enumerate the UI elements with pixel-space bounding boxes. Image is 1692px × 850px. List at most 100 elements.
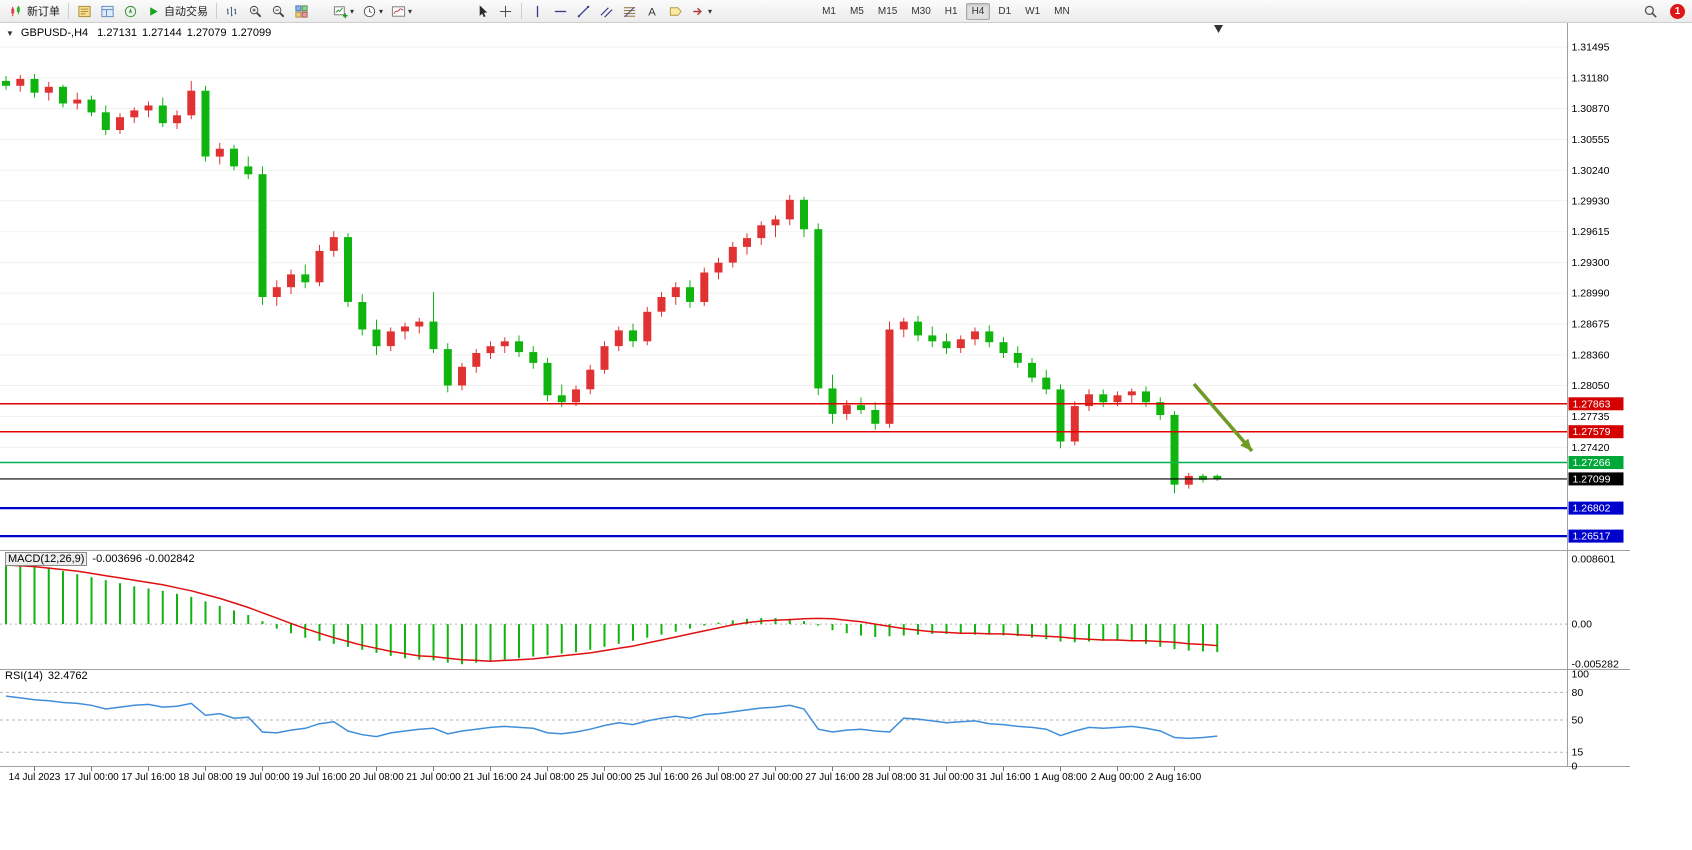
- macd-axis-label: 0.00: [1572, 619, 1593, 631]
- zoom-out-button[interactable]: [267, 1, 290, 21]
- chart-close-value: 1.27099: [231, 27, 272, 39]
- time-axis-label: 24 Jul 08:00: [520, 772, 575, 783]
- price-badge: [1568, 501, 1624, 515]
- candle-body: [472, 353, 481, 367]
- candle-body: [515, 341, 523, 353]
- periods-button[interactable]: ▾: [358, 1, 387, 21]
- crosshair-tool-button[interactable]: [494, 1, 517, 21]
- timeframe-button-m1[interactable]: M1: [822, 5, 836, 17]
- time-axis-label: 20 Jul 08:00: [349, 772, 404, 783]
- time-axis-label: 1 Aug 08:00: [1034, 772, 1088, 783]
- timeframe-button-d1[interactable]: D1: [998, 5, 1012, 17]
- candle-body: [600, 346, 609, 370]
- candle-body: [785, 199, 794, 220]
- candle-body: [899, 321, 908, 330]
- autotrade-button[interactable]: 自动交易: [142, 1, 212, 21]
- dropdown-caret-icon: ▾: [708, 6, 713, 16]
- price-axis-label: 1.27420: [1572, 442, 1610, 454]
- candle-body: [144, 105, 153, 111]
- rsi-name[interactable]: RSI(14): [5, 670, 43, 682]
- price-badge: [1568, 456, 1624, 469]
- candle-body: [44, 86, 53, 93]
- time-axis-label: 25 Jul 16:00: [634, 772, 689, 783]
- channel-icon: [600, 6, 613, 18]
- time-axis-label: 21 Jul 16:00: [463, 772, 518, 783]
- zoom-in-button[interactable]: [244, 1, 267, 21]
- macd-values: -0.003696 -0.002842: [92, 553, 195, 565]
- timeframe-button-h4[interactable]: H4: [965, 2, 991, 20]
- price-axis-label: 1.29300: [1572, 257, 1610, 269]
- candle-body: [344, 237, 352, 302]
- price-axis-label: 1.29930: [1572, 195, 1610, 207]
- candle-body: [30, 78, 39, 93]
- candle-body: [173, 115, 181, 124]
- collapse-chart-icon[interactable]: ▼: [6, 28, 14, 38]
- navigator-button[interactable]: [119, 1, 142, 21]
- price-axis-label: 1.28675: [1572, 319, 1610, 331]
- search-button[interactable]: [1639, 1, 1662, 21]
- candle-body: [700, 272, 709, 302]
- candle-body: [614, 330, 623, 347]
- candle-body: [1013, 353, 1022, 363]
- candle-body: [643, 311, 652, 342]
- rsi-line: [5, 695, 1218, 740]
- candle-body: [458, 366, 466, 386]
- rsi-indicator-label: RSI(14) 32.4762: [5, 670, 88, 682]
- time-axis-label: 14 Jul 2023: [9, 772, 61, 783]
- timeframe-button-mn[interactable]: MN: [1054, 5, 1070, 17]
- trendline-tool-button[interactable]: [572, 1, 595, 21]
- data-window-button[interactable]: [96, 1, 119, 21]
- toolbar: 新订单 自动交易 ▾ ▾ ▾: [0, 0, 1692, 23]
- bar-chart-button[interactable]: [221, 1, 244, 21]
- timeframe-button-m5[interactable]: M5: [849, 5, 864, 17]
- candle-body: [130, 110, 139, 118]
- candle-body: [529, 352, 538, 363]
- timeframe-button-w1[interactable]: W1: [1025, 5, 1041, 17]
- candle-body: [956, 339, 965, 349]
- candle-body: [329, 237, 338, 251]
- candle-body: [443, 349, 452, 386]
- candle-body: [557, 395, 566, 403]
- fibonacci-tool-button[interactable]: [618, 1, 641, 21]
- new-order-button[interactable]: 新订单: [5, 1, 64, 21]
- text-tool-button[interactable]: A: [641, 1, 664, 21]
- candle-body: [714, 262, 723, 273]
- rsi-axis-label: 100: [1572, 669, 1590, 681]
- notification-badge[interactable]: 1: [1670, 3, 1685, 19]
- chart-high-value: 1.27144: [141, 27, 182, 39]
- time-axis-label: 19 Jul 00:00: [235, 772, 290, 783]
- new-chart-icon: [333, 5, 348, 18]
- channel-tool-button[interactable]: [595, 1, 618, 21]
- candle-body: [743, 238, 751, 247]
- svg-text:A: A: [648, 6, 656, 18]
- trend-arrow-head: [1240, 438, 1252, 451]
- timeframe-button-h1[interactable]: H1: [944, 5, 958, 17]
- time-axis-label: 2 Aug 16:00: [1148, 772, 1202, 783]
- toolbar-separator: [68, 3, 69, 19]
- candle-body: [629, 330, 637, 342]
- tile-windows-button[interactable]: [290, 1, 313, 21]
- candle-body: [728, 246, 737, 263]
- price-axis-label: 1.28990: [1572, 288, 1610, 300]
- price-badge-label: 1.27266: [1573, 457, 1611, 469]
- candle-body: [1042, 377, 1051, 390]
- candle-body: [543, 362, 552, 396]
- market-watch-button[interactable]: [73, 1, 96, 21]
- vertical-line-tool-button[interactable]: [526, 1, 549, 21]
- cursor-tool-button[interactable]: [471, 1, 494, 21]
- new-chart-button[interactable]: ▾: [329, 1, 358, 21]
- horizontal-line-tool-button[interactable]: [549, 1, 572, 21]
- arrows-tool-button[interactable]: ▾: [687, 1, 716, 21]
- timeframe-button-m30[interactable]: M30: [911, 5, 931, 17]
- candle-body: [1056, 389, 1065, 442]
- label-tool-button[interactable]: [664, 1, 687, 21]
- time-axis-label: 19 Jul 16:00: [292, 772, 347, 783]
- candle-body: [1127, 391, 1136, 396]
- macd-name[interactable]: MACD(12,26,9): [5, 552, 88, 566]
- price-axis-label: 1.31180: [1572, 72, 1609, 84]
- fibonacci-icon: [623, 6, 636, 17]
- templates-button[interactable]: ▾: [387, 1, 416, 21]
- market-watch-icon: [78, 5, 91, 17]
- timeframe-button-m15[interactable]: M15: [877, 5, 898, 17]
